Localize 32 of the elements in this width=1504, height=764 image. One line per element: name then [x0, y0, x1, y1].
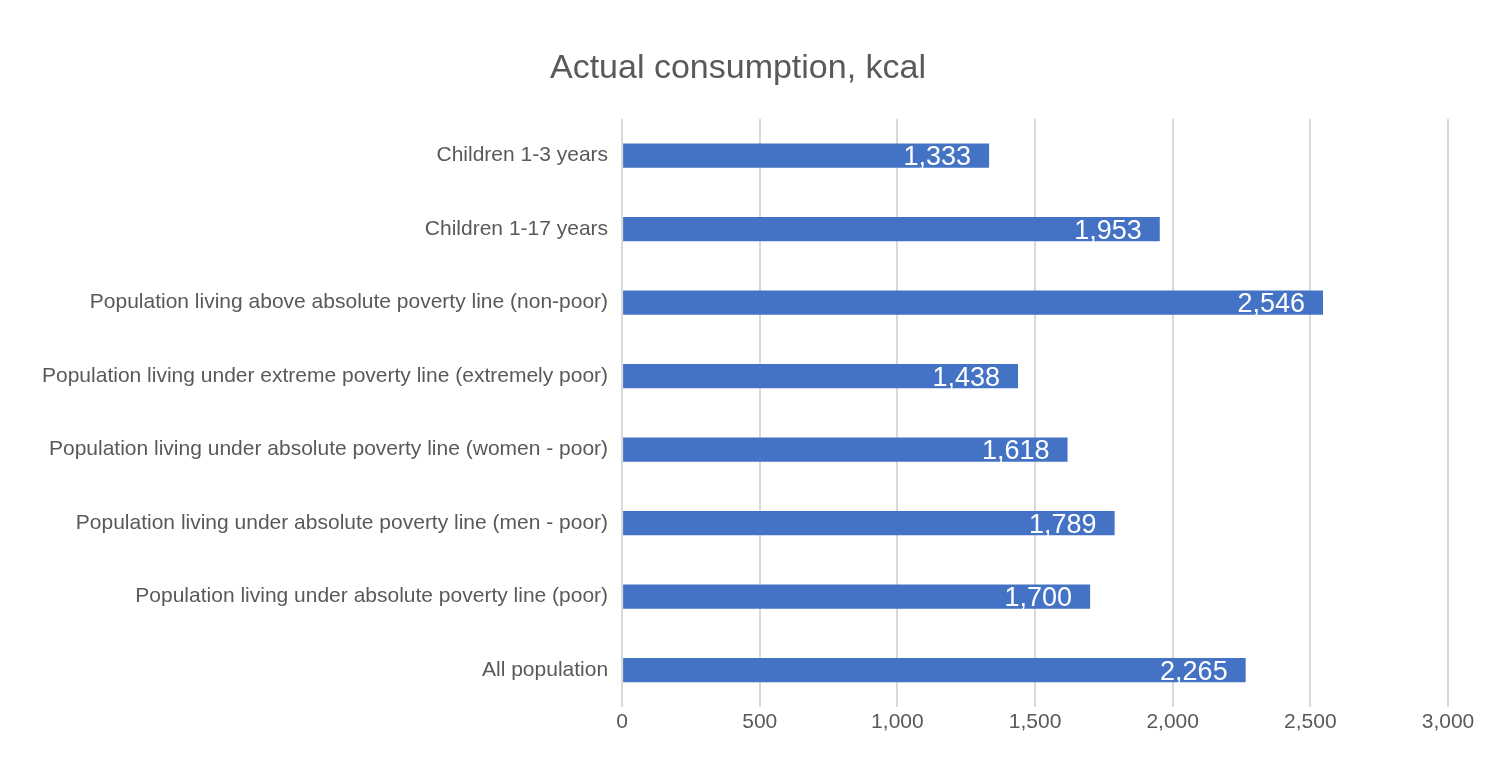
data-label: 2,265 [1160, 655, 1228, 686]
y-tick-label: Population living under absolute poverty line (women - poor) [48, 436, 609, 460]
y-tick-label: Children 1-3 years [436, 142, 609, 166]
x-tick-label: 1,000 [871, 709, 924, 733]
x-tick-label: 1,500 [1008, 709, 1062, 733]
data-label: 1,438 [932, 361, 1000, 392]
bar [623, 657, 1246, 683]
bar [623, 437, 1068, 462]
bar [623, 143, 990, 168]
y-tick-label: Children 1-17 years [424, 215, 609, 239]
data-label: 1,618 [981, 435, 1050, 465]
y-tick-label: Population living under absolute poverty line (poor) [135, 583, 609, 607]
bar [623, 290, 1324, 315]
chart-title: Actual consumption, kcal [549, 46, 927, 85]
y-tick-label: Population living under extreme poverty line (extremely poor) [42, 362, 609, 386]
x-tick-label: 2,500 [1284, 709, 1337, 733]
data-label: 1,700 [1004, 582, 1073, 612]
data-label: 1,789 [1029, 508, 1097, 539]
bar [623, 363, 1018, 389]
x-tick-label: 2,000 [1146, 709, 1199, 733]
data-label: 1,333 [903, 141, 972, 171]
bar [623, 510, 1115, 536]
bar [623, 216, 1160, 242]
bar [623, 584, 1091, 609]
data-label: 2,546 [1237, 288, 1306, 318]
data-label: 1,953 [1074, 214, 1142, 245]
y-tick-label: All population [482, 656, 609, 680]
y-tick-label: Population living above absolute poverty line (non-poor) [89, 289, 609, 313]
x-tick-label: 3,000 [1421, 709, 1475, 733]
y-tick-label: Population living under absolute poverty line (men - poor) [75, 509, 609, 533]
x-tick-label: 0 [616, 709, 628, 733]
x-tick-label: 500 [742, 709, 778, 733]
